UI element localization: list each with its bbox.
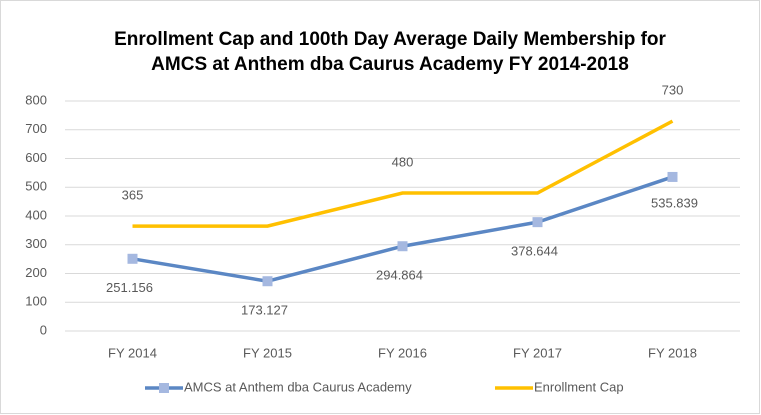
y-tick-label: 500 xyxy=(25,179,47,194)
data-label: 294.864 xyxy=(376,268,423,283)
point-marker xyxy=(532,217,543,228)
series-line xyxy=(132,119,674,228)
data-label: 251.156 xyxy=(106,280,153,295)
data-label: 480 xyxy=(392,154,414,169)
data-label: 173.127 xyxy=(241,303,288,318)
y-tick-label: 400 xyxy=(25,207,47,222)
y-tick-label: 100 xyxy=(25,294,47,309)
chart-title: AMCS at Anthem dba Caurus Academy FY 201… xyxy=(151,54,629,75)
x-tick-label: FY 2017 xyxy=(513,345,562,360)
legend-label: AMCS at Anthem dba Caurus Academy xyxy=(184,379,412,394)
legend-marker xyxy=(159,383,169,393)
point-marker xyxy=(667,171,678,182)
x-tick-label: FY 2014 xyxy=(108,345,157,360)
y-tick-label: 300 xyxy=(25,236,47,251)
x-tick-label: FY 2018 xyxy=(648,345,697,360)
data-label: 535.839 xyxy=(651,195,698,210)
data-label: 378.644 xyxy=(511,244,558,259)
legend-label: Enrollment Cap xyxy=(534,379,624,394)
y-tick-label: 200 xyxy=(25,265,47,280)
y-tick-label: 800 xyxy=(25,92,47,107)
x-tick-label: FY 2016 xyxy=(378,345,427,360)
x-tick-label: FY 2015 xyxy=(243,345,292,360)
point-marker xyxy=(397,241,408,252)
data-label: 365 xyxy=(122,188,144,203)
y-tick-label: 700 xyxy=(25,121,47,136)
chart-title: Enrollment Cap and 100th Day Average Dai… xyxy=(114,29,666,50)
y-tick-label: 600 xyxy=(25,150,47,165)
point-marker xyxy=(262,276,273,287)
point-marker xyxy=(127,253,138,264)
y-tick-label: 0 xyxy=(40,322,47,337)
data-label: 730 xyxy=(662,83,684,98)
